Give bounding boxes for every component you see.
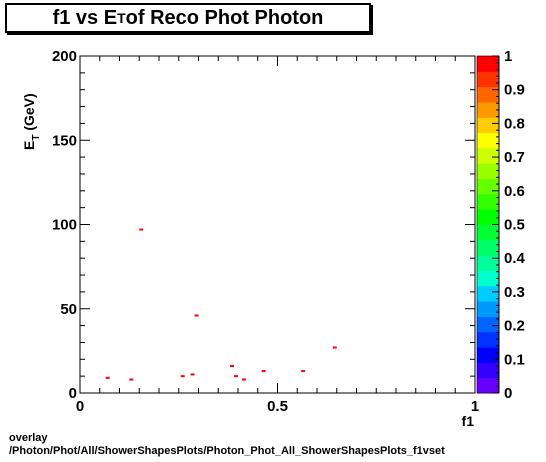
data-point xyxy=(180,375,185,378)
y-tick-label: 0 xyxy=(69,385,77,402)
color-scale-band xyxy=(477,377,499,394)
data-point xyxy=(332,346,337,349)
x-tick-label: 1 xyxy=(471,398,479,415)
data-point xyxy=(234,375,239,378)
footer-line-2: /Photon/Phot/All/ShowerShapesPlots/Photo… xyxy=(9,445,445,457)
color-scale-label: 0.9 xyxy=(504,82,525,99)
color-scale-band xyxy=(477,362,499,379)
data-point xyxy=(261,370,266,373)
data-point xyxy=(139,228,144,231)
color-scale-band xyxy=(477,239,499,256)
color-scale-band xyxy=(477,347,499,363)
footer-path: overlay /Photon/Phot/All/ShowerShapesPlo… xyxy=(9,432,445,458)
color-scale-band xyxy=(477,56,499,72)
color-scale-band xyxy=(477,86,499,103)
color-scale-label: 1 xyxy=(504,48,512,65)
data-point xyxy=(241,378,246,381)
color-scale-axis: 0 0.1 0.2 0.3 0.4 0.5 0.6 0.7 0.8 0.9 1 xyxy=(492,48,526,402)
color-scale-label: 0.7 xyxy=(504,149,525,166)
color-scale-band xyxy=(477,224,499,241)
data-points xyxy=(105,228,337,381)
y-tick-label: 50 xyxy=(60,301,77,318)
color-scale-band xyxy=(477,255,499,271)
data-point xyxy=(105,376,110,379)
color-scale-label: 0 xyxy=(504,385,512,402)
x-tick-label: 0.5 xyxy=(267,398,288,415)
x-axis: 0 0.5 1 xyxy=(76,56,479,415)
color-scale-band xyxy=(477,101,499,118)
x-axis-title: f1 xyxy=(462,413,475,429)
data-point xyxy=(190,373,195,376)
color-scale-label: 0.3 xyxy=(504,284,525,301)
color-scale-band xyxy=(477,117,499,134)
data-point xyxy=(230,365,235,368)
color-scale-band xyxy=(477,285,499,302)
color-scale-label: 0.4 xyxy=(504,250,526,267)
y-tick-label: 150 xyxy=(52,132,77,149)
data-point xyxy=(129,378,134,381)
y-tick-label: 100 xyxy=(52,217,77,234)
color-scale-band xyxy=(477,209,499,225)
color-scale xyxy=(476,55,500,394)
color-scale-band xyxy=(477,301,499,317)
color-scale-band xyxy=(477,147,499,164)
data-point xyxy=(194,314,199,317)
y-axis: 0 50 100 150 200 xyxy=(52,48,475,402)
color-scale-label: 0.5 xyxy=(504,217,525,234)
color-scale-band xyxy=(477,71,499,88)
color-scale-band xyxy=(477,132,499,149)
color-scale-label: 0.1 xyxy=(504,351,525,368)
color-scale-band xyxy=(477,193,499,210)
data-point xyxy=(301,370,306,373)
color-scale-label: 0.8 xyxy=(504,115,525,132)
color-scale-band xyxy=(477,163,499,180)
color-scale-band xyxy=(477,316,499,333)
color-scale-band xyxy=(477,331,499,348)
plot-frame xyxy=(79,55,476,394)
y-axis-title: ET (GeV) xyxy=(21,93,42,150)
color-scale-label: 0.6 xyxy=(504,183,525,200)
color-scale-band xyxy=(477,270,499,287)
footer-line-1: overlay xyxy=(9,432,48,444)
color-scale-label: 0.2 xyxy=(504,318,525,335)
y-tick-label: 200 xyxy=(52,48,77,65)
x-tick-label: 0 xyxy=(76,398,84,415)
color-scale-band xyxy=(477,178,499,195)
